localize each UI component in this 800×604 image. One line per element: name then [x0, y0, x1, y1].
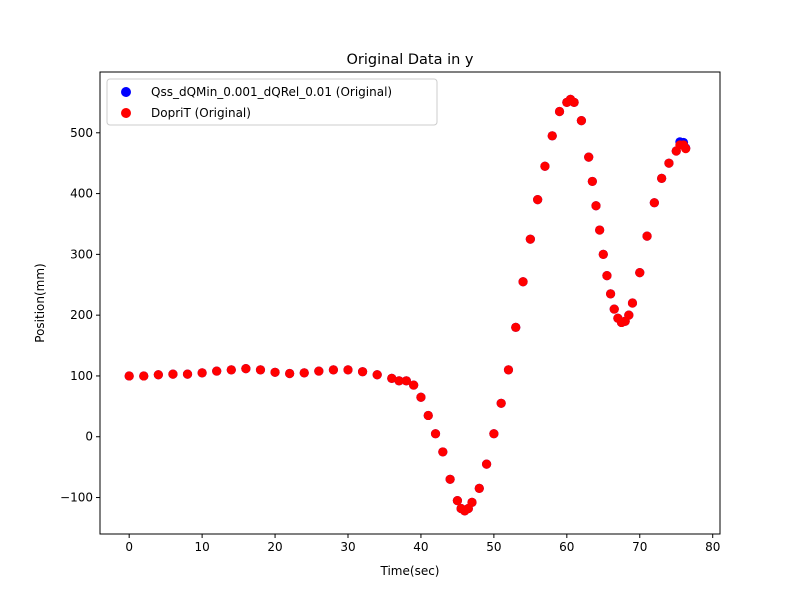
data-point	[153, 370, 163, 380]
y-axis: −100 0 100 200 300 400 500	[60, 126, 100, 505]
x-tick-label: 0	[125, 540, 133, 554]
x-tick-label: 50	[486, 540, 501, 554]
data-point	[533, 195, 543, 205]
data-point	[409, 380, 419, 390]
plot-area	[124, 94, 691, 516]
data-point	[168, 369, 178, 379]
x-tick-label: 60	[559, 540, 574, 554]
data-point	[255, 365, 266, 375]
data-point	[241, 364, 251, 374]
data-point	[547, 131, 557, 141]
data-point	[496, 398, 506, 408]
data-point	[343, 365, 353, 375]
data-point	[467, 497, 477, 507]
legend-marker-qss	[121, 87, 131, 97]
data-point	[664, 158, 674, 168]
data-point	[635, 268, 645, 278]
legend: Qss_dQMin_0.001_dQRel_0.01 (Original) Do…	[106, 78, 438, 126]
data-point	[584, 152, 594, 162]
y-tick-label: −100	[60, 491, 93, 505]
data-point	[285, 368, 295, 379]
data-point	[438, 447, 448, 457]
y-tick-label: 100	[70, 369, 93, 383]
data-point	[602, 271, 612, 281]
data-point	[423, 410, 433, 421]
data-point	[270, 367, 280, 377]
data-point	[591, 201, 601, 211]
data-point	[554, 106, 565, 117]
y-tick-label: 300	[70, 247, 93, 261]
data-point	[576, 116, 587, 126]
data-point	[139, 371, 149, 381]
data-point	[387, 373, 397, 383]
y-tick-label: 500	[70, 126, 93, 140]
data-point	[212, 366, 222, 376]
legend-marker-dopri	[121, 108, 131, 118]
data-point	[525, 234, 535, 244]
data-point	[605, 289, 616, 299]
chart-title: Original Data in y	[347, 52, 474, 68]
y-tick-label: 200	[70, 308, 93, 322]
plot-frame	[99, 71, 721, 535]
data-point	[372, 370, 382, 380]
x-axis: 0 10 20 30 40 50 60 70 80	[125, 534, 720, 554]
data-point	[598, 249, 608, 259]
data-point	[401, 376, 411, 386]
y-axis-label: Position(mm)	[33, 263, 47, 342]
data-point	[489, 429, 499, 439]
legend-label-dopri: DopriT (Original)	[151, 106, 251, 120]
data-point	[624, 310, 634, 320]
data-point	[569, 97, 579, 107]
data-point	[657, 173, 667, 183]
legend-box	[106, 78, 438, 126]
data-point	[481, 459, 492, 469]
data-point	[609, 304, 619, 314]
x-tick-label: 40	[413, 540, 428, 554]
x-tick-label: 10	[194, 540, 209, 554]
x-tick-label: 70	[632, 540, 647, 554]
y-tick-label: 400	[70, 187, 93, 201]
data-point	[642, 231, 652, 241]
data-point	[681, 143, 691, 154]
data-point	[503, 365, 514, 375]
data-point	[394, 376, 404, 386]
x-axis-label: Time(sec)	[380, 564, 440, 578]
data-point	[587, 176, 597, 187]
x-tick-label: 30	[340, 540, 355, 554]
data-point	[314, 366, 324, 376]
data-point	[299, 368, 309, 378]
y-tick-label: 0	[85, 430, 93, 444]
data-point	[518, 277, 528, 287]
data-point	[416, 392, 426, 402]
data-point	[430, 429, 441, 439]
data-point	[627, 298, 638, 308]
data-point	[649, 198, 659, 208]
x-tick-label: 80	[705, 540, 720, 554]
data-point	[328, 365, 339, 375]
data-point	[124, 371, 134, 381]
data-point	[445, 474, 455, 484]
data-point	[452, 495, 463, 506]
data-point	[595, 225, 605, 235]
x-tick-label: 20	[267, 540, 282, 554]
data-point	[511, 322, 521, 332]
data-point	[474, 483, 484, 494]
data-point	[357, 367, 368, 377]
legend-label-qss: Qss_dQMin_0.001_dQRel_0.01 (Original)	[151, 85, 392, 99]
data-point	[197, 368, 207, 378]
data-point	[226, 365, 236, 375]
data-point	[182, 369, 193, 379]
series-1	[124, 94, 691, 516]
data-point	[540, 161, 550, 171]
